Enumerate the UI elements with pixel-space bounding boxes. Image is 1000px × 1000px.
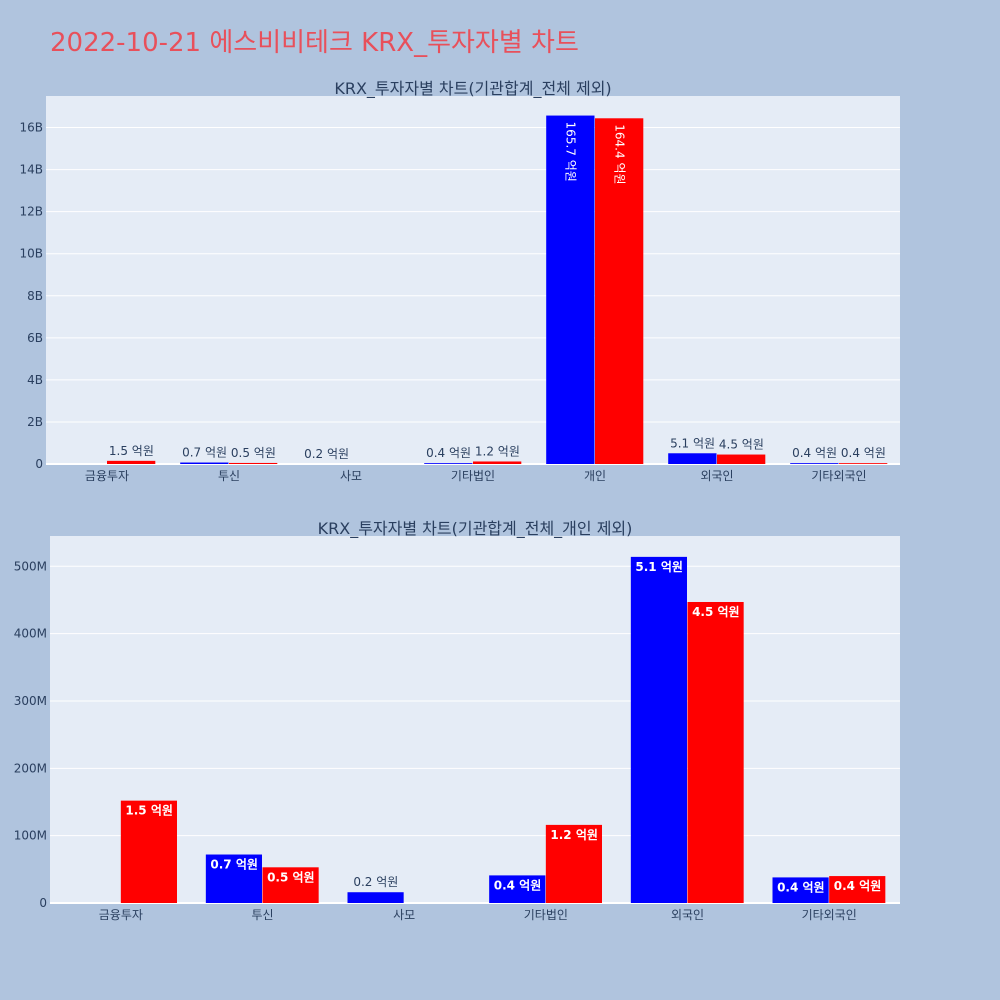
bar: [668, 453, 717, 464]
bar-label: 0.7 억원: [210, 858, 258, 872]
bar: [717, 454, 766, 464]
x-tick-label: 금융투자: [99, 908, 143, 922]
x-tick-label: 외국인: [700, 469, 733, 483]
x-tick-label: 기타법인: [451, 469, 495, 483]
x-tick-label: 사모: [340, 469, 362, 483]
bar-label: 4.5 억원: [692, 605, 740, 619]
x-tick-label: 기타외국인: [811, 469, 866, 483]
y-tick-label: 300M: [14, 694, 47, 708]
y-tick-label: 12B: [19, 205, 43, 219]
bar-label: 1.2 억원: [475, 444, 520, 458]
bar: [687, 601, 744, 903]
y-tick-label: 8B: [27, 289, 43, 303]
y-tick-label: 100M: [14, 829, 47, 843]
bar: [489, 875, 546, 903]
bar: [546, 115, 595, 464]
bar-label: 0.4 억원: [494, 878, 542, 892]
x-tick-label: 외국인: [671, 908, 704, 922]
bar-label: 0.2 억원: [304, 447, 349, 461]
bar: [829, 876, 886, 903]
bar: [229, 462, 278, 464]
bar-label: 0.4 억원: [426, 446, 471, 460]
x-tick-label: 사모: [393, 908, 415, 922]
bar: [262, 867, 319, 903]
bar-label: 0.4 억원: [777, 880, 825, 894]
y-tick-label: 10B: [19, 247, 43, 261]
bar-label: 164.4 억원: [612, 124, 626, 184]
x-tick-label: 개인: [584, 469, 606, 483]
bar: [630, 556, 687, 903]
bar: [473, 461, 522, 464]
bar-label: 0.4 억원: [834, 879, 882, 893]
page-title: 2022-10-21 에스비비테크 KRX_투자자별 차트: [50, 28, 579, 58]
y-tick-label: 4B: [27, 373, 43, 387]
bar-label: 1.2 억원: [550, 828, 598, 842]
y-tick-label: 14B: [19, 163, 43, 177]
bar: [790, 463, 839, 464]
plot-area: [46, 96, 900, 464]
chart-bottom: 0 100M 200M 300M 400M 500M KRX_투자자별 차트(기관합계_전체…: [14, 519, 900, 922]
bar: [595, 118, 644, 464]
y-tick-label: 200M: [14, 761, 47, 775]
y-tick-label: 0: [39, 896, 47, 910]
bar: [424, 463, 473, 464]
bar-label: 0.4 억원: [841, 446, 886, 460]
y-tick-label: 2B: [27, 415, 43, 429]
y-tick-label: 16B: [19, 121, 43, 135]
bar-label: 0.5 억원: [231, 446, 276, 460]
bar: [839, 463, 888, 464]
x-tick-label: 기타외국인: [802, 908, 857, 922]
x-tick-label: 투신: [218, 469, 240, 483]
bar-label: 0.2 억원: [353, 875, 398, 889]
bar: [205, 854, 262, 903]
x-tick-label: 투신: [251, 908, 273, 922]
bar-label: 1.5 억원: [109, 444, 154, 458]
chart-title: KRX_투자자별 차트(기관합계_전체 제외): [334, 79, 611, 99]
bar: [347, 892, 404, 903]
y-tick-label: 500M: [14, 559, 47, 573]
bar-label: 0.7 억원: [182, 446, 227, 460]
bar-label: 0.5 억원: [267, 870, 315, 884]
plot-area: [50, 536, 900, 903]
bar: [107, 460, 156, 464]
bar-label: 5.1 억원: [670, 436, 715, 450]
chart-title: KRX_투자자별 차트(기관합계_전체_개인 제외): [318, 519, 633, 539]
bar-label: 4.5 억원: [719, 438, 764, 452]
bar-label: 0.4 억원: [792, 446, 837, 460]
x-tick-label: 기타법인: [524, 908, 568, 922]
bar-label: 5.1 억원: [635, 560, 683, 574]
y-tick-label: 6B: [27, 331, 43, 345]
bar: [545, 824, 602, 903]
bar-label: 165.7 억원: [564, 122, 578, 182]
x-tick-label: 금융투자: [85, 469, 129, 483]
bar: [772, 877, 829, 903]
y-tick-label: 0: [35, 457, 43, 471]
bar: [120, 800, 177, 903]
y-tick-label: 400M: [14, 627, 47, 641]
bar-label: 1.5 억원: [125, 804, 173, 818]
chart-top: 0 2B 4B 6B 8B 10B 12B 14B 16B KRX_투자자별 차트(기관합계_전체…: [19, 79, 900, 483]
bar: [180, 462, 229, 464]
